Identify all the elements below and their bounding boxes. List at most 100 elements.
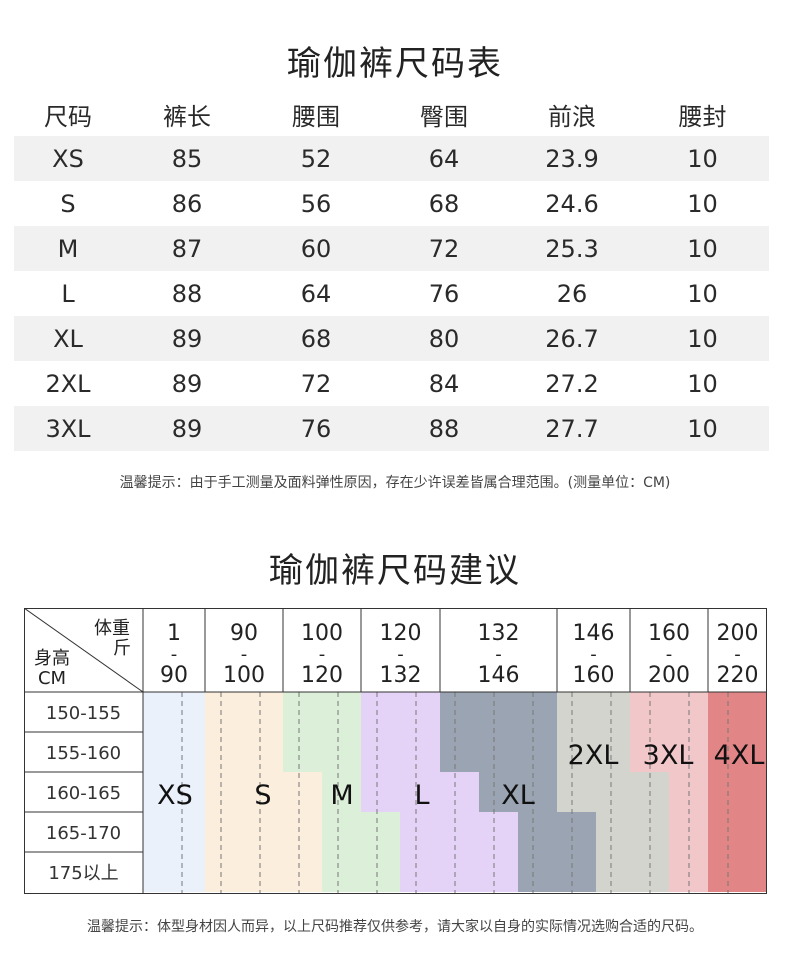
size-band-cell	[400, 852, 518, 892]
weight-range-from: 120	[380, 621, 422, 646]
size-table-header-cell: 臀围	[420, 102, 468, 131]
weight-range-from: 100	[301, 621, 343, 646]
size-band-cell	[205, 772, 322, 812]
weight-range-dash: -	[397, 644, 404, 665]
size-table-cell: 27.2	[545, 369, 599, 398]
weight-range-to: 160	[573, 663, 615, 688]
size-band-cell	[557, 772, 669, 812]
size-table-cell: 2XL	[45, 369, 91, 398]
size-table-row: XL 89 68 80 26.7 10	[14, 316, 769, 361]
size-band-cell	[143, 692, 205, 732]
size-table-header-cell: 尺码	[44, 102, 92, 131]
size-table-cell: 26	[556, 279, 588, 308]
size-table-cell: M	[14, 226, 122, 271]
size-table-cell: 10	[687, 189, 718, 218]
size-band-cell	[205, 852, 322, 892]
size-table-cell: 87	[122, 226, 252, 271]
size-table-cell: 88	[380, 406, 508, 451]
size-table-header-cell: 腰封	[678, 102, 727, 131]
size-table-cell: 3XL	[14, 406, 122, 451]
size-band-cell	[361, 692, 440, 732]
weight-range-to: 120	[301, 663, 343, 688]
size-band-cell	[440, 692, 557, 732]
size-table-cell: 24.6	[545, 189, 599, 218]
weight-range-to: 100	[223, 663, 265, 688]
size-band-cell	[322, 812, 400, 852]
size-table-cell: 88	[171, 279, 203, 308]
size-band-cell	[557, 732, 630, 772]
size-table-cell: 89	[171, 369, 203, 398]
size-table-cell: 76	[252, 406, 380, 451]
size-table-cell: 80	[380, 316, 508, 361]
size-table-cell: 85	[122, 136, 252, 181]
size-band-cell	[283, 692, 361, 732]
size-label-4xl: 4XL	[714, 740, 765, 771]
size-label-l: L	[414, 780, 429, 811]
corner-weight-unit: 斤	[113, 638, 131, 659]
size-chart-table: 尺码 裤长 腰围 臀围 前浪 腰封 XS 85 52 64 23.9 10 S 86 56 68 24.6 10 M…	[14, 92, 769, 451]
size-table-cell: 10	[687, 279, 718, 308]
size-band-cell	[630, 692, 708, 732]
weight-range-from: 160	[648, 621, 690, 646]
size-table-row: L 88 64 76 26 10	[14, 271, 769, 316]
size-label-s: S	[254, 780, 271, 811]
size-band-cell	[143, 812, 205, 852]
size-band-cell	[205, 692, 283, 732]
size-band-cell	[361, 732, 440, 772]
size-label-2xl: 2XL	[568, 740, 619, 771]
height-range-label: 160-165	[46, 783, 121, 804]
size-table-header-cell: 前浪	[548, 102, 596, 131]
size-recommendation-grid: 1-90 90-100 100-120 120-132 132-146 146-160 16…	[24, 608, 767, 894]
size-band-cell	[205, 732, 283, 772]
size-label-xl: XL	[501, 780, 535, 811]
size-table-cell: 10	[636, 226, 769, 271]
weight-range-to: 132	[380, 663, 422, 688]
size-table-cell: 10	[636, 316, 769, 361]
height-range-label: 175以上	[48, 863, 118, 884]
size-table-cell: 10	[636, 136, 769, 181]
size-band-cell	[518, 812, 596, 852]
size-recommendation-title: 瑜伽裤尺码建议	[269, 551, 521, 591]
size-label-3xl: 3XL	[643, 740, 694, 771]
size-table-cell: 23.9	[508, 136, 636, 181]
size-table-cell: 52	[252, 136, 380, 181]
weight-range-dash: -	[734, 644, 741, 665]
size-table-cell: 68	[252, 316, 380, 361]
size-band-cell	[708, 692, 767, 732]
size-table-row: 3XL 89 76 88 27.7 10	[14, 406, 769, 451]
size-band-cell	[596, 812, 669, 852]
size-table-cell: L	[61, 279, 75, 308]
size-band-cell	[479, 772, 557, 812]
size-table-row: XS 85 52 64 23.9 10	[14, 136, 769, 181]
size-table-cell: 86	[171, 189, 203, 218]
size-table-cell: 84	[428, 369, 460, 398]
height-range-label: 165-170	[46, 823, 121, 844]
size-table-cell: 76	[428, 279, 460, 308]
size-band-cell	[400, 812, 518, 852]
size-band-cell	[440, 732, 557, 772]
size-table-header-cell: 裤长	[163, 102, 211, 131]
height-range-label: 150-155	[46, 703, 121, 724]
weight-range-from: 90	[230, 621, 258, 646]
weight-range-dash: -	[590, 644, 597, 665]
size-band-cell	[708, 732, 767, 772]
weight-range-to: 200	[648, 663, 690, 688]
size-table-cell: 64	[300, 279, 332, 308]
size-table-cell: 27.7	[508, 406, 636, 451]
weight-range-to: 146	[478, 663, 520, 688]
size-band-cell	[283, 732, 361, 772]
size-band-cell	[708, 852, 767, 892]
recommendation-tip: 温馨提示：体型身材因人而异，以上尺码推荐仅供参考，请大家以自身的实际情况选购合适…	[87, 919, 703, 935]
size-table-row: 2XL 89 72 84 27.2 10	[14, 361, 769, 406]
size-band-cell	[557, 692, 630, 732]
height-range-label: 155-160	[46, 743, 121, 764]
weight-range-dash: -	[666, 644, 673, 665]
corner-height-label: 身高	[34, 648, 70, 669]
size-band-cell	[143, 772, 205, 812]
weight-range-dash: -	[241, 644, 248, 665]
size-table-cell: 25.3	[508, 226, 636, 271]
weight-range-to: 90	[160, 663, 188, 688]
size-band-cell	[518, 852, 557, 892]
size-table-cell: S	[60, 189, 76, 218]
size-table-cell: 10	[636, 406, 769, 451]
